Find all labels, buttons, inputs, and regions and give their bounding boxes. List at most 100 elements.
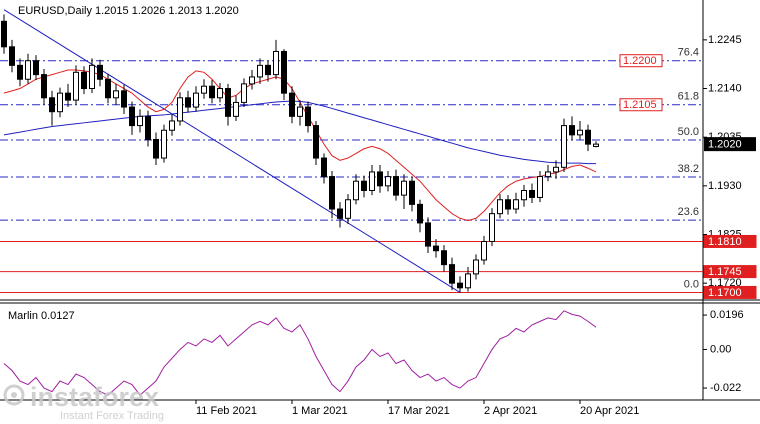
candle-body (561, 125, 567, 168)
y-tick-label: 0.00 (710, 343, 731, 355)
candle-body (273, 50, 279, 76)
candle-body (433, 245, 439, 252)
x-tick-label: 1 Mar 2021 (292, 405, 348, 417)
candle-body (593, 143, 599, 147)
candle-body (265, 64, 271, 76)
candle-body (417, 203, 423, 224)
fib-label: 76.4 (678, 47, 699, 59)
candle-body (33, 60, 39, 76)
candle-body (233, 101, 239, 117)
candle-body (201, 85, 207, 94)
y-tick-label: 1.2140 (708, 82, 742, 94)
candle-body (537, 176, 543, 198)
price-label: 1.2105 (623, 99, 657, 111)
candle-body (137, 115, 143, 127)
price-label-box (619, 98, 663, 112)
candle-body (513, 199, 519, 210)
candle-body (361, 180, 367, 191)
candle-body (313, 125, 319, 159)
candle-body (297, 106, 303, 117)
candle-body (281, 50, 287, 94)
candle-body (425, 222, 431, 247)
price-label-box (619, 54, 663, 68)
indicator-line (3, 310, 597, 396)
candle-body (65, 92, 71, 101)
y-tick-label: 0.0196 (710, 309, 744, 321)
current-price-box (704, 137, 756, 152)
candle-body (577, 129, 583, 136)
candle-body (377, 171, 383, 187)
x-tick-label: 2 Apr 2021 (484, 405, 537, 417)
candle-body (105, 78, 111, 99)
price-label: 1.2200 (623, 55, 657, 67)
y-tick-label: 1.1930 (708, 180, 742, 192)
fib-label: 61.8 (678, 91, 699, 103)
price-label: 1.1700 (708, 287, 742, 299)
candle-body (113, 90, 119, 99)
candle-body (545, 171, 551, 178)
candle-body (97, 64, 103, 80)
candle-body (225, 88, 231, 117)
candle-body (585, 129, 591, 145)
candle-body (9, 46, 15, 66)
candle-body (217, 88, 223, 99)
candle-body (521, 189, 527, 201)
candle-body (129, 106, 135, 127)
price-label: 1.1745 (708, 266, 742, 278)
price-label-box (703, 234, 757, 248)
candle-body (169, 120, 175, 131)
candle-body (353, 180, 359, 201)
logo-icon (11, 392, 17, 398)
candle-body (553, 166, 559, 173)
candle-body (193, 92, 199, 108)
candle-body (73, 71, 79, 101)
candle-body (401, 180, 407, 196)
candle-body (481, 240, 487, 261)
candle-body (457, 282, 463, 289)
trendline (3, 9, 461, 293)
candle-body (209, 85, 215, 99)
fib-label: 50.0 (678, 126, 699, 138)
x-tick-label: 17 Mar 2021 (388, 405, 450, 417)
candle-body (345, 199, 351, 219)
candle-body (569, 125, 575, 136)
fib-label: 38.2 (678, 163, 699, 175)
y-tick-label: 1.2245 (708, 34, 742, 46)
price-label-box (703, 265, 757, 279)
y-tick-label: -0.022 (710, 382, 741, 394)
watermark-slogan: Instant Forex Trading (60, 410, 164, 422)
watermark: instaforex Instant Forex Trading (3, 382, 164, 422)
candle-body (257, 64, 263, 78)
candle-body (305, 106, 311, 127)
candle-body (529, 189, 535, 198)
watermark-brand: instaforex (30, 382, 159, 412)
candle-body (393, 176, 399, 196)
candle-body (289, 92, 295, 117)
candle-body (25, 60, 31, 80)
candle-body (505, 199, 511, 210)
candle-body (241, 83, 247, 103)
candle-body (337, 208, 343, 219)
fib-label: 0.0 (684, 278, 699, 290)
candle-body (49, 97, 55, 113)
candle-body (249, 76, 255, 85)
candle-body (473, 259, 479, 275)
candle-body (161, 129, 167, 159)
x-tick-label: 20 Apr 2021 (580, 405, 639, 417)
candle-body (385, 176, 391, 187)
candle-body (185, 97, 191, 108)
candle-body (121, 90, 127, 108)
candle-body (409, 180, 415, 205)
candle-body (497, 199, 503, 215)
candle-body (449, 264, 455, 284)
candle-body (17, 64, 23, 80)
chart-title: EURUSD,Daily 1.2015 1.2026 1.2013 1.2020 (18, 5, 239, 17)
candle-body (369, 171, 375, 191)
price-label: 1.1810 (708, 236, 742, 248)
candle-body (89, 64, 95, 90)
logo-icon (3, 384, 25, 406)
plot-area: 1.22451.21401.20351.19301.18251.172076.4… (0, 9, 757, 417)
